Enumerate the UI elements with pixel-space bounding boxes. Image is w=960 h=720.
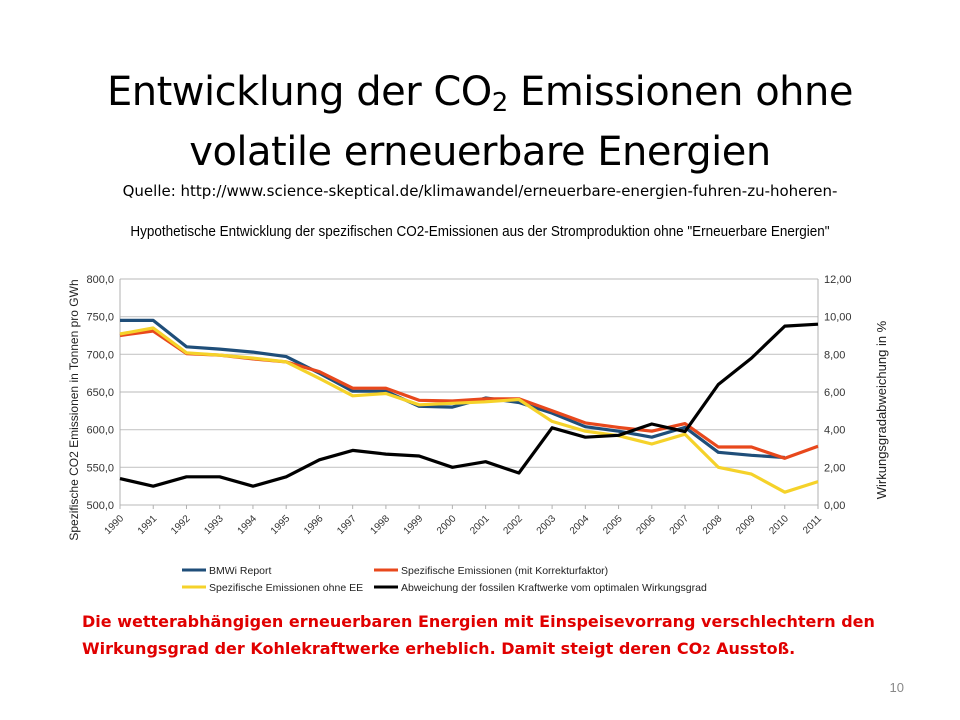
note-subscript: 2 — [702, 643, 711, 657]
x-tick-label: 2002 — [501, 513, 525, 537]
x-tick-label: 1994 — [236, 513, 260, 537]
x-tick-label: 1991 — [136, 513, 160, 537]
x-tick-label: 2004 — [568, 513, 592, 537]
title-text: Emissionen ohne — [507, 69, 853, 115]
y-tick-label: 550,0 — [86, 462, 114, 474]
x-tick-label: 2000 — [435, 513, 459, 537]
legend-label: Spezifische Emissionen ohne EE — [209, 582, 363, 594]
title-text: Entwicklung der CO — [107, 69, 492, 115]
x-tick-label: 1992 — [169, 513, 193, 537]
x-tick-label: 1990 — [103, 513, 127, 537]
x-tick-label: 2007 — [668, 513, 692, 537]
x-tick-label: 2001 — [468, 513, 492, 537]
y2-axis-label: Wirkungsgradabweichung in % — [874, 320, 889, 499]
title-subscript: 2 — [491, 88, 509, 118]
y2-tick-label: 6,00 — [824, 387, 845, 399]
page-number: 10 — [889, 680, 904, 695]
x-tick-label: 1998 — [369, 513, 393, 537]
series-line-4 — [119, 322, 819, 488]
slide-note: Die wetterabhängigen erneuerbaren Energi… — [82, 608, 882, 664]
x-tick-label: 1993 — [202, 513, 226, 537]
x-tick-label: 1997 — [335, 513, 359, 537]
legend-label: BMWi Report — [209, 565, 272, 577]
x-tick-label: 2009 — [734, 513, 758, 537]
title-line2: volatile erneuerbare Energien — [189, 129, 771, 175]
y2-tick-label: 0,00 — [824, 500, 845, 512]
note-text: Die wetterabhängigen erneuerbaren Energi… — [82, 612, 875, 658]
legend-label: Abweichung der fossilen Kraftwerke vom o… — [401, 582, 707, 594]
y-tick-label: 800,0 — [86, 274, 114, 286]
y2-tick-label: 4,00 — [824, 425, 845, 437]
x-tick-label: 2010 — [767, 513, 791, 537]
x-tick-label: 1999 — [402, 513, 426, 537]
x-tick-label: 2006 — [634, 513, 658, 537]
x-tick-label: 2005 — [601, 513, 625, 537]
y2-tick-label: 10,00 — [824, 312, 852, 324]
y-tick-label: 600,0 — [86, 425, 114, 437]
chart-title: Hypothetische Entwicklung der spezifisch… — [130, 224, 830, 240]
slide-title: Entwicklung der CO2 Emissionen ohne vola… — [0, 62, 960, 182]
y2-tick-label: 12,00 — [824, 274, 852, 286]
x-tick-label: 1995 — [269, 513, 293, 537]
series-line-1 — [120, 318, 785, 460]
x-tick-label: 1996 — [302, 513, 326, 537]
y-tick-label: 750,0 — [86, 312, 114, 324]
y-tick-label: 500,0 — [86, 500, 114, 512]
legend-label: Spezifische Emissionen (mit Korrekturfak… — [401, 565, 608, 577]
y2-tick-label: 8,00 — [824, 349, 845, 361]
source-link[interactable]: Quelle: http://www.science-skeptical.de/… — [122, 182, 838, 200]
y2-tick-label: 2,00 — [824, 462, 845, 474]
series-line-3 — [119, 326, 819, 494]
y-axis-label: Spezifische CO2 Emissionen in Tonnen pro… — [67, 279, 81, 540]
x-tick-label: 2011 — [801, 513, 824, 536]
x-tick-label: 2008 — [701, 513, 725, 537]
x-tick-label: 2003 — [535, 513, 559, 537]
note-text: Ausstoß. — [710, 639, 796, 658]
y-tick-label: 650,0 — [86, 387, 114, 399]
y-tick-label: 700,0 — [86, 349, 114, 361]
